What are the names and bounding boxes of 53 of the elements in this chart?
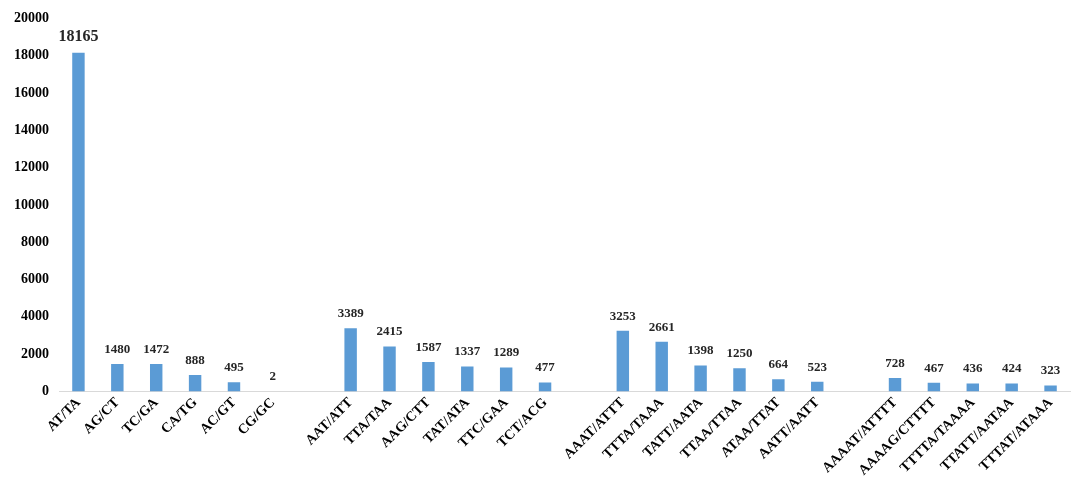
bar <box>733 368 746 392</box>
data-label: 1398 <box>687 342 715 358</box>
y-tick-label: 20000 <box>14 10 49 26</box>
bar <box>422 361 435 392</box>
data-label: 2 <box>269 368 277 384</box>
data-label: 495 <box>224 359 245 375</box>
data-label: 523 <box>807 358 828 374</box>
bar <box>72 52 85 392</box>
y-tick-label: 4000 <box>21 308 49 324</box>
y-tick-label: 8000 <box>21 233 49 249</box>
data-label: 18165 <box>58 26 99 44</box>
y-tick-label: 6000 <box>21 271 49 287</box>
bar <box>188 374 202 392</box>
bar <box>694 365 707 392</box>
y-tick-label: 0 <box>42 383 49 399</box>
data-label: 323 <box>1040 362 1061 378</box>
bar <box>1005 383 1018 392</box>
data-label: 1337 <box>454 343 481 359</box>
bar <box>383 346 396 392</box>
bar <box>499 367 513 392</box>
bar <box>772 379 785 392</box>
data-label: 728 <box>885 354 906 370</box>
data-label: 1472 <box>143 340 170 356</box>
data-label: 3253 <box>609 307 637 323</box>
data-label: 1480 <box>104 340 131 356</box>
bar <box>655 341 668 392</box>
data-label: 3389 <box>337 305 365 321</box>
bar <box>344 328 357 392</box>
data-label: 1587 <box>415 338 442 354</box>
data-label: 424 <box>1001 360 1022 376</box>
y-tick-label: 16000 <box>14 84 49 100</box>
bar <box>616 330 630 392</box>
data-label: 477 <box>535 359 556 375</box>
y-tick-label: 12000 <box>14 159 49 175</box>
bar <box>227 382 241 392</box>
data-label: 664 <box>768 355 789 371</box>
bar <box>111 363 124 392</box>
data-label: 2661 <box>648 318 675 334</box>
bar <box>888 377 902 392</box>
bar <box>966 383 980 392</box>
y-tick-label: 10000 <box>14 196 49 212</box>
data-label: 1250 <box>726 345 753 361</box>
y-tick-label: 18000 <box>14 47 49 63</box>
bar <box>1044 385 1057 392</box>
data-label: 888 <box>185 351 206 367</box>
data-label: 436 <box>963 360 984 376</box>
bar <box>149 364 163 392</box>
bar <box>461 366 474 392</box>
data-label: 2415 <box>376 323 404 339</box>
y-tick-label: 14000 <box>14 121 49 137</box>
data-label: 467 <box>924 359 945 375</box>
y-tick-label: 2000 <box>21 345 49 361</box>
data-label: 1289 <box>493 344 520 360</box>
